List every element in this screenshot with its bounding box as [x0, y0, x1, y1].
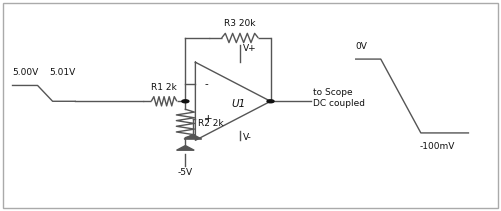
- Text: V-: V-: [242, 133, 252, 142]
- Text: V+: V+: [242, 44, 256, 53]
- Circle shape: [267, 100, 274, 103]
- Polygon shape: [184, 134, 202, 139]
- Text: 5.00V: 5.00V: [13, 68, 39, 77]
- Text: R1 2k: R1 2k: [151, 83, 177, 92]
- Text: R2 2k: R2 2k: [198, 119, 223, 128]
- Text: U1: U1: [232, 99, 246, 110]
- Text: -100mV: -100mV: [420, 142, 455, 151]
- Polygon shape: [176, 146, 194, 150]
- Text: 5.01V: 5.01V: [49, 68, 75, 77]
- Text: -: -: [204, 79, 208, 89]
- Text: to Scope
DC coupled: to Scope DC coupled: [313, 88, 365, 108]
- Text: R3 20k: R3 20k: [224, 19, 256, 28]
- Text: -5V: -5V: [178, 168, 193, 177]
- Text: 0V: 0V: [356, 42, 368, 51]
- Text: +: +: [204, 114, 213, 124]
- Circle shape: [182, 100, 189, 103]
